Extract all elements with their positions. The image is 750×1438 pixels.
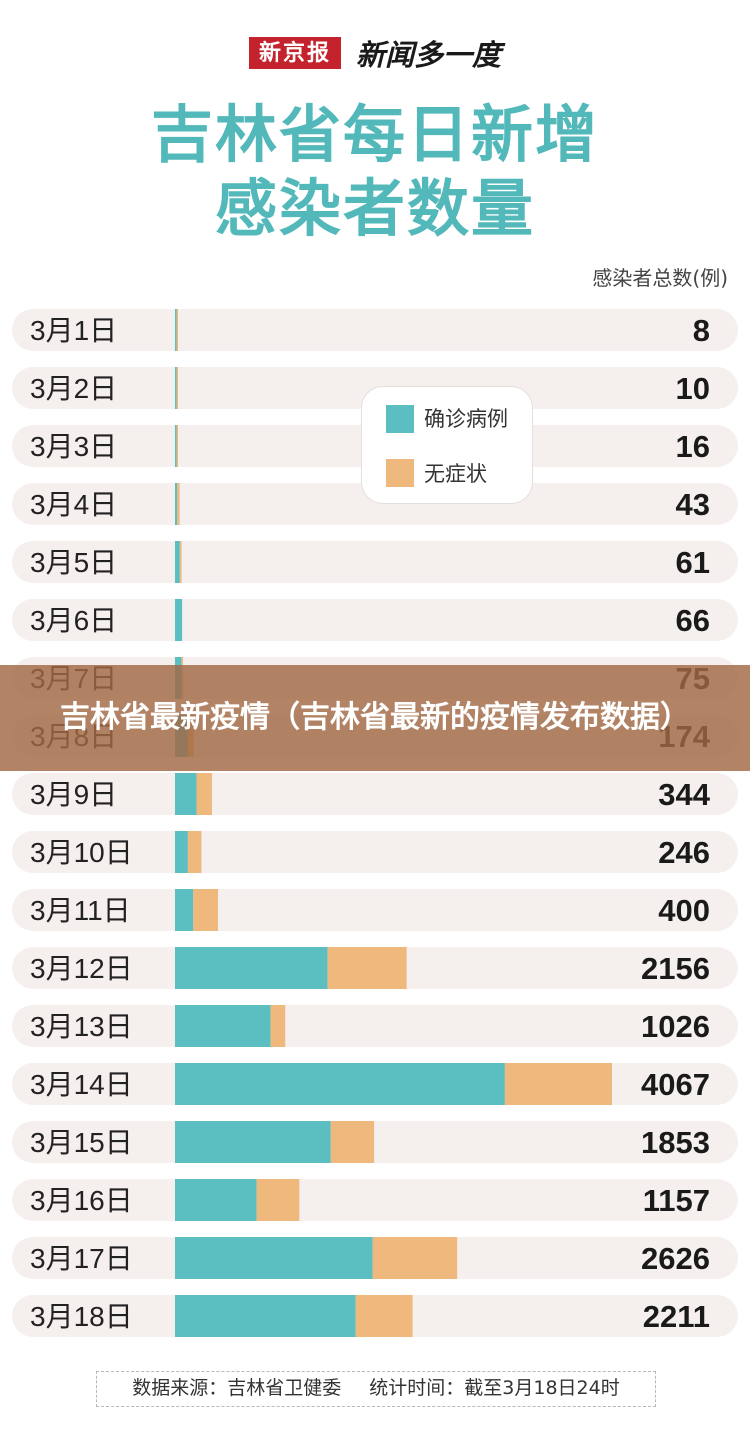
source-label: 数据来源：吉林省卫健委 — [132, 1377, 342, 1399]
bar-asymptomatic — [372, 1237, 458, 1279]
bar-asymptomatic — [176, 309, 178, 351]
row-track — [12, 599, 738, 641]
row-track — [12, 483, 738, 525]
bar-asymptomatic — [327, 947, 407, 989]
total-value: 2626 — [641, 1241, 710, 1276]
bar-asymptomatic — [270, 1005, 286, 1047]
total-value: 10 — [676, 371, 710, 406]
chart-title-line2: 感染者数量 — [214, 172, 535, 245]
bar-asymptomatic — [176, 425, 178, 467]
bar-confirmed — [175, 1237, 373, 1279]
category-label: 3月14日 — [30, 1069, 133, 1100]
bar-confirmed — [175, 483, 178, 525]
chart-title-line1: 吉林省每日新增 — [150, 98, 599, 171]
bar-asymptomatic — [355, 1295, 413, 1337]
total-value: 246 — [658, 835, 710, 870]
bar-asymptomatic — [177, 483, 180, 525]
brand-logo: 新京报 — [248, 37, 341, 69]
bar-confirmed — [175, 947, 328, 989]
total-value: 1026 — [641, 1009, 710, 1044]
total-value: 66 — [676, 603, 710, 638]
category-label: 3月4日 — [30, 489, 117, 520]
bar-asymptomatic — [330, 1121, 375, 1163]
stat-time: 统计时间：截至3月18日24时 — [369, 1377, 620, 1399]
bar-asymptomatic — [196, 773, 212, 815]
bar-confirmed — [175, 1005, 271, 1047]
total-value: 4067 — [641, 1067, 710, 1102]
bar-confirmed — [175, 1295, 356, 1337]
bar-confirmed — [175, 541, 180, 583]
category-label: 3月17日 — [30, 1243, 133, 1274]
category-label: 3月3日 — [30, 431, 117, 462]
unit-label: 感染者总数(例) — [592, 266, 728, 290]
category-label: 3月16日 — [30, 1185, 133, 1216]
row-track — [12, 773, 738, 815]
legend-swatch-confirmed — [386, 405, 414, 433]
bar-asymptomatic — [193, 889, 218, 931]
row-track — [12, 541, 738, 583]
legend-swatch-asymptomatic — [386, 459, 414, 487]
overlay-banner: 吉林省最新疫情（吉林省最新的疫情发布数据） — [0, 665, 750, 771]
category-label: 3月9日 — [30, 779, 117, 810]
bar-asymptomatic — [256, 1179, 300, 1221]
category-label: 3月2日 — [30, 373, 117, 404]
row-track — [12, 309, 738, 351]
category-label: 3月11日 — [30, 895, 131, 926]
total-value: 1853 — [641, 1125, 710, 1160]
total-value: 400 — [658, 893, 710, 928]
brand-slogan: 新闻多一度 — [356, 38, 502, 72]
bar-asymptomatic — [504, 1063, 612, 1105]
bar-confirmed — [175, 367, 177, 409]
total-value: 344 — [658, 777, 710, 812]
category-label: 3月1日 — [30, 315, 117, 346]
total-value: 2211 — [643, 1299, 710, 1334]
category-label: 3月18日 — [30, 1301, 133, 1332]
total-value: 61 — [676, 545, 710, 580]
bar-confirmed — [175, 309, 177, 351]
total-value: 43 — [676, 487, 710, 522]
category-label: 3月13日 — [30, 1011, 133, 1042]
bar-asymptomatic — [179, 541, 182, 583]
category-label: 3月15日 — [30, 1127, 133, 1158]
legend-label-confirmed: 确诊病例 — [424, 407, 508, 431]
bar-confirmed — [175, 1179, 257, 1221]
bar-confirmed — [175, 425, 177, 467]
category-label: 3月5日 — [30, 547, 117, 578]
bar-asymptomatic — [176, 367, 178, 409]
source-note: 数据来源：吉林省卫健委 统计时间：截至3月18日24时 — [96, 1371, 656, 1407]
total-value: 1157 — [643, 1183, 710, 1218]
chart-legend: 确诊病例 无症状 — [361, 386, 533, 504]
category-label: 3月10日 — [30, 837, 133, 868]
total-value: 8 — [693, 313, 710, 348]
total-value: 2156 — [641, 951, 710, 986]
bar-confirmed — [175, 831, 188, 873]
category-label: 3月6日 — [30, 605, 117, 636]
bar-confirmed — [175, 889, 194, 931]
bar-asymptomatic — [187, 831, 202, 873]
legend-label-asymptomatic: 无症状 — [424, 462, 487, 486]
bar-confirmed — [175, 1121, 331, 1163]
total-value: 16 — [676, 429, 710, 464]
bar-confirmed — [175, 599, 183, 641]
brand-header: 新京报 新闻多一度 — [0, 32, 750, 72]
category-label: 3月12日 — [30, 953, 133, 984]
bar-confirmed — [175, 773, 197, 815]
bar-confirmed — [175, 1063, 505, 1105]
